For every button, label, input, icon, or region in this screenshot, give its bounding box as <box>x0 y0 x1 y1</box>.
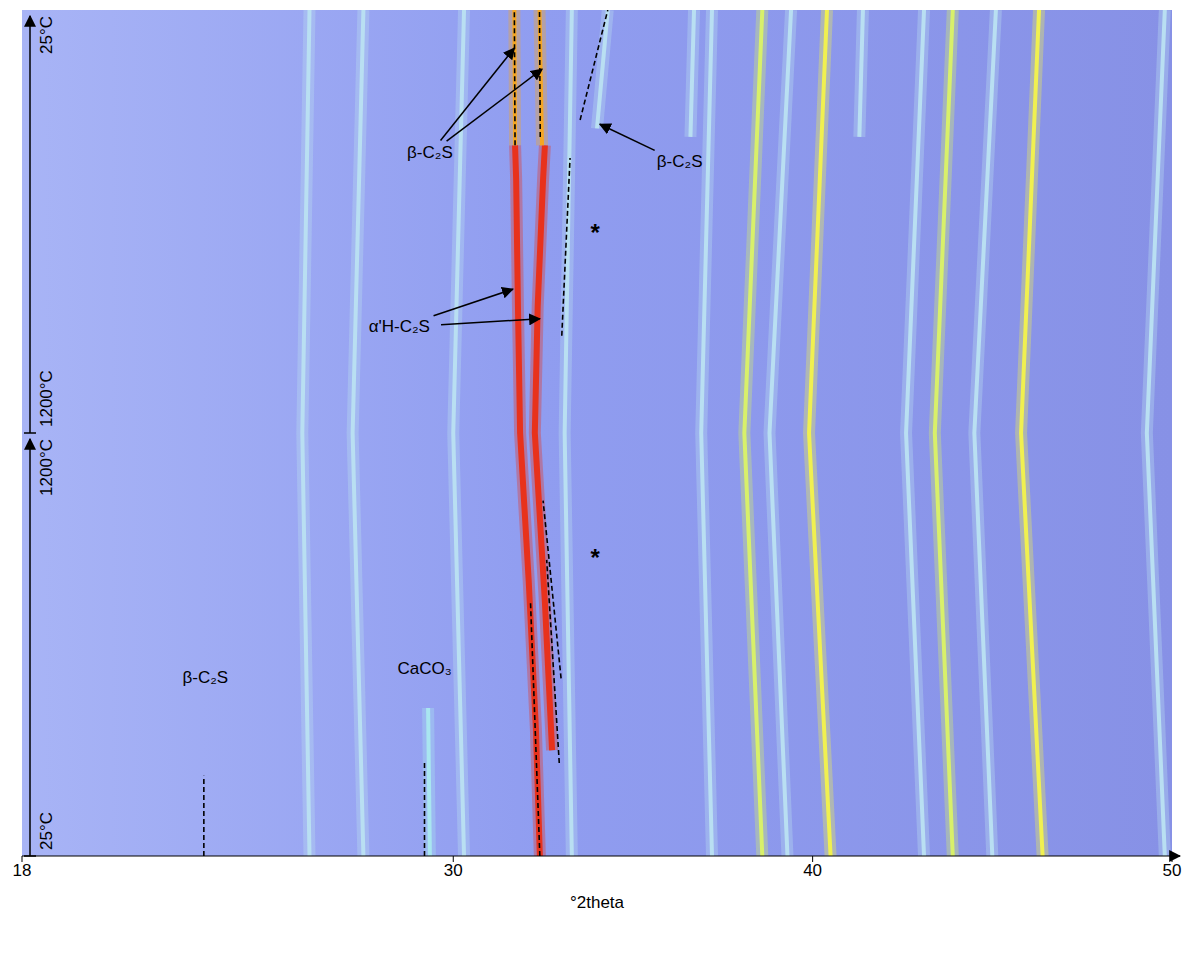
svg-text:25°C: 25°C <box>37 16 56 54</box>
svg-text:CaCO₃: CaCO₃ <box>397 659 451 678</box>
svg-text:α'H-C₂S: α'H-C₂S <box>369 317 430 336</box>
svg-text:18: 18 <box>13 861 32 880</box>
svg-text:*: * <box>591 544 601 571</box>
svg-text:30: 30 <box>444 861 463 880</box>
svg-text:°2theta: °2theta <box>570 893 625 912</box>
svg-text:*: * <box>591 219 601 246</box>
svg-text:1200°C: 1200°C <box>37 439 56 496</box>
svg-text:β-C₂S: β-C₂S <box>657 152 703 171</box>
svg-text:β-C₂S: β-C₂S <box>407 143 453 162</box>
svg-text:50: 50 <box>1163 861 1182 880</box>
svg-text:1200°C: 1200°C <box>37 370 56 427</box>
svg-text:40: 40 <box>803 861 822 880</box>
svg-text:25°C: 25°C <box>37 812 56 850</box>
svg-text:β-C₂S: β-C₂S <box>182 668 228 687</box>
